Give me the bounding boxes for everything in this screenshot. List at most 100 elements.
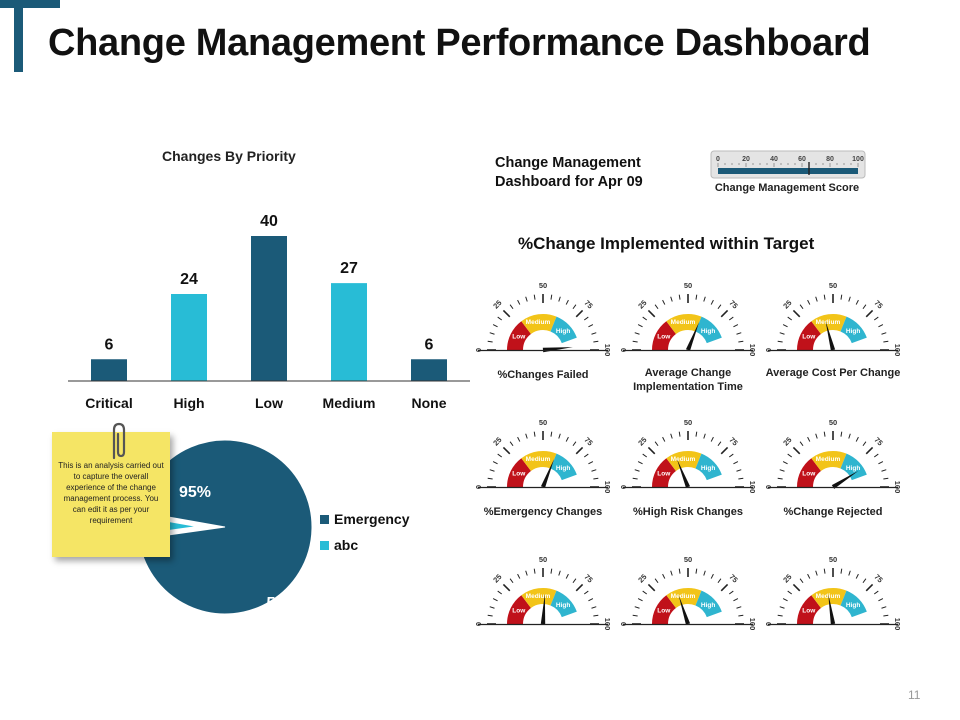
gauge-needle [685,322,700,351]
gauge-tick [642,590,648,595]
gauge-band-low [507,458,531,487]
score-track [718,168,858,174]
gauge-tick-label: 50 [539,418,547,427]
gauge-band-label: Medium [671,456,696,463]
bar-data-label: 6 [105,336,114,353]
gauge-tick [492,598,498,602]
gauge-band-high [550,590,577,618]
gauge-band-label: Medium [526,319,551,326]
gauge-band-high [840,316,867,344]
score-bar: 0 20 40 60 80 100 [710,150,866,179]
gauge-tick [509,578,514,584]
gauge-tick [815,296,818,302]
paperclip-icon [112,422,126,460]
gauge-tick [662,573,666,579]
gauge-tick [738,340,744,343]
gauge-tick [823,431,826,437]
gauge: 0255075100LowMediumHigh [619,418,757,493]
gauge-tick [588,598,594,602]
gauge-tick [575,446,584,455]
gauge-tick [782,324,788,328]
gauge-band-high [695,590,722,618]
gauge-band-low [507,321,531,350]
pie-data-label: 5% [266,595,289,612]
gauge-tick [497,316,503,321]
gauge-tick-label: 25 [781,298,793,310]
gauge-band-label: High [556,465,570,472]
bar-data-label: 6 [425,336,434,353]
legend-swatch [320,541,329,550]
gauge-tick [717,578,722,584]
gauge-tick [558,296,561,302]
gauge-label: %Emergency Changes [483,506,603,518]
gauge-tick [787,316,793,321]
gauge-tick-label: 50 [539,281,547,290]
gauge-tick [703,570,706,576]
gauge-tick [881,606,887,609]
gauge-tick [883,340,889,343]
gauge-tick [487,477,493,480]
gauge-tick [533,568,536,574]
gauge-tick [525,570,528,576]
bar-data-label: 24 [180,271,198,288]
score-tick-label: 80 [826,156,834,163]
logo-bracket-icon [0,0,60,72]
gauge-tick [558,433,561,439]
bar-category-label: Low [255,395,283,411]
gauge-tick [862,304,867,310]
gauge-tick [670,433,673,439]
gauge-tick [487,614,493,617]
gauge-tick [593,477,599,480]
gauge-needle [831,470,859,489]
gauge-tick [736,606,742,609]
gauge: 0255075100LowMediumHigh [474,418,612,493]
gauge-tick [497,590,503,595]
legend-label: abc [334,537,358,553]
gauge-tick [779,469,785,472]
bar-medium [331,283,367,381]
gauge-tick [878,461,884,465]
score-tick-label: 20 [742,156,750,163]
gauge-band-medium [521,451,557,472]
section-title: %Change Implemented within Target [518,234,815,253]
gauge-tick [509,441,514,447]
gauge-tick-label: 50 [684,555,692,564]
gauge-tick [703,296,706,302]
gauge-tick [848,296,851,302]
gauge-band-label: Low [657,334,671,341]
gauge-tick [881,469,887,472]
gauge-tick [502,583,511,592]
gauge-tick-label: 25 [491,298,503,310]
gauge-tick [489,332,495,335]
gauge-tick [823,568,826,574]
gauge-tick [815,570,818,576]
gauge-tick [583,590,589,595]
gauge-tick [710,573,714,579]
gauge-tick [632,614,638,617]
bar-category-label: Medium [323,395,376,411]
gauge-band-low [652,458,676,487]
gauge-tick [848,433,851,439]
gauge-tick [517,436,521,442]
gauge-band-label: High [846,465,860,472]
gauge-tick [654,441,659,447]
gauge-tick [733,598,739,602]
gauge-tick-label: 50 [684,418,692,427]
gauge-tick [632,340,638,343]
gauge-tick [807,573,811,579]
gauge-tick [733,324,739,328]
gauge-tick [787,453,793,458]
gauge-tick [565,436,569,442]
gauge-tick-label: 50 [829,418,837,427]
gauge-tick [862,578,867,584]
gauge-band-label: Low [802,471,816,478]
gauge-tick [738,477,744,480]
gauge-tick [779,606,785,609]
gauge-tick [565,299,569,305]
gauge-tick-label: 75 [727,435,739,447]
gauge-tick [632,477,638,480]
gauge-band-medium [811,314,847,335]
gauge-tick [550,294,553,300]
gauge-band-high [550,453,577,481]
